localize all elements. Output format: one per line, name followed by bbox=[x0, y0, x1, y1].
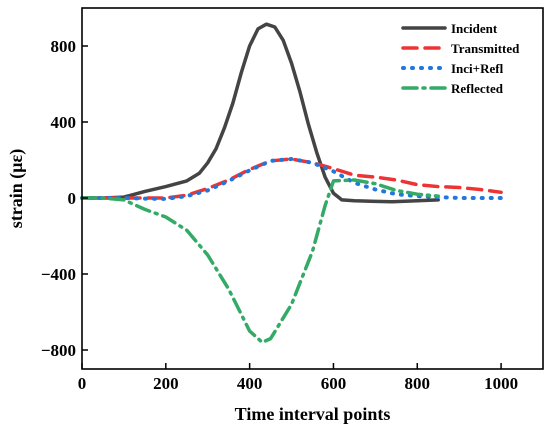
plot-frame bbox=[81, 7, 544, 370]
y-tick-label: −400 bbox=[41, 265, 76, 284]
series-line-incident bbox=[80, 22, 440, 204]
y-axis-title: strain (με) bbox=[6, 149, 27, 228]
x-tick-label: 800 bbox=[405, 374, 431, 393]
series-line-reflected bbox=[80, 178, 440, 345]
legend: Incident Transmitted Inci+Refl Reflected bbox=[401, 21, 520, 96]
x-tick-label: 1000 bbox=[484, 374, 518, 393]
legend-label: Reflected bbox=[451, 81, 504, 96]
legend-label: Transmitted bbox=[451, 41, 520, 56]
x-tick-label: 400 bbox=[237, 374, 263, 393]
x-tick-label: 200 bbox=[153, 374, 179, 393]
y-tick-label: −800 bbox=[41, 341, 76, 360]
ticks-layer: 0 200 400 600 800 1000 −800 −400 0 400 800 bbox=[41, 37, 518, 393]
y-tick-label: 0 bbox=[68, 189, 77, 208]
y-tick-label: 400 bbox=[51, 113, 77, 132]
legend-label: Inci+Refl bbox=[451, 61, 504, 76]
series-line-inci-refl bbox=[80, 157, 504, 201]
x-tick-label: 600 bbox=[321, 374, 347, 393]
legend-label: Incident bbox=[451, 21, 498, 36]
y-tick-label: 800 bbox=[51, 37, 77, 56]
x-tick-label: 0 bbox=[78, 374, 87, 393]
x-axis-title: Time interval points bbox=[235, 404, 391, 424]
series-layer bbox=[80, 22, 504, 345]
